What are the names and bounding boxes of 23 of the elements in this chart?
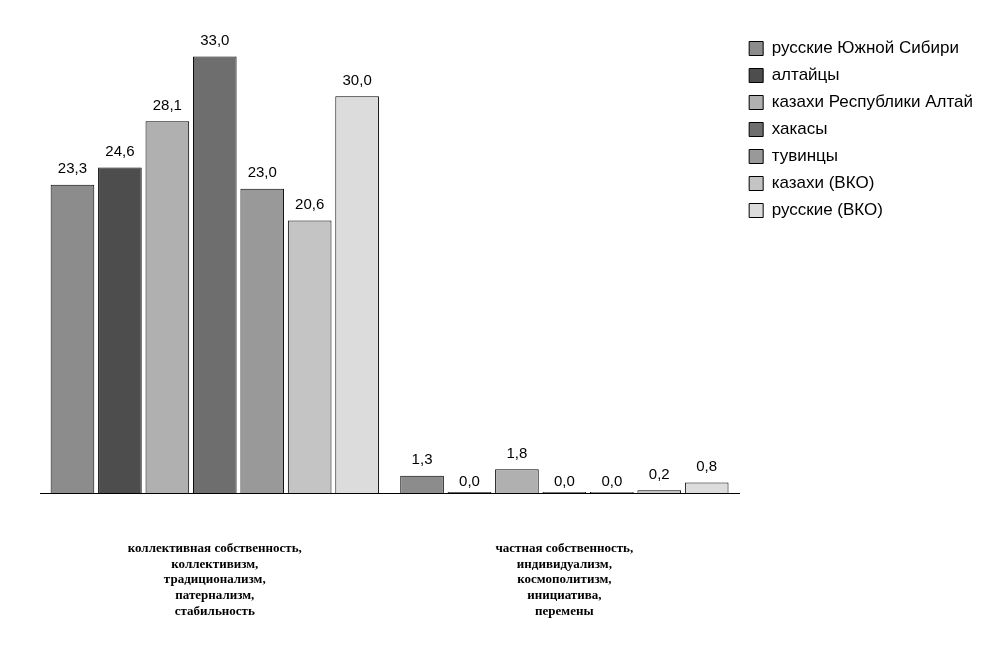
legend-label: тувинцы (771, 146, 839, 166)
data-label: 30,0 (342, 70, 372, 88)
data-label: 33,0 (200, 31, 230, 49)
data-label: 23,3 (57, 159, 88, 177)
data-label: 24,6 (105, 142, 135, 160)
data-label: 0,0 (601, 471, 623, 489)
legend-label: казахи Республики Алтай (771, 92, 974, 112)
data-label: 0,8 (696, 457, 718, 475)
legend-label: хакасы (771, 119, 828, 139)
legend-label: алтайцы (771, 65, 840, 85)
legend-label: русские Южной Сибири (771, 38, 959, 58)
data-label: 23,0 (247, 163, 277, 181)
data-label: 0,0 (459, 471, 480, 489)
data-label: 0,0 (553, 471, 575, 489)
data-label: 20,6 (295, 195, 325, 213)
data-label: 1,8 (506, 443, 528, 461)
legend-label: русские (ВКО) (771, 200, 883, 220)
x-tick-label: частная собственность, индивидуализм, космополитизм, инициатива, перемены (495, 540, 634, 618)
data-label: 28,1 (152, 95, 182, 113)
legend-label: казахи (ВКО) (771, 173, 875, 193)
data-label: 1,3 (411, 450, 433, 468)
x-tick-label: коллективная собственность, коллективизм, традиционализм, патернализм, стабильность (127, 540, 302, 618)
data-label: 0,2 (648, 464, 670, 482)
